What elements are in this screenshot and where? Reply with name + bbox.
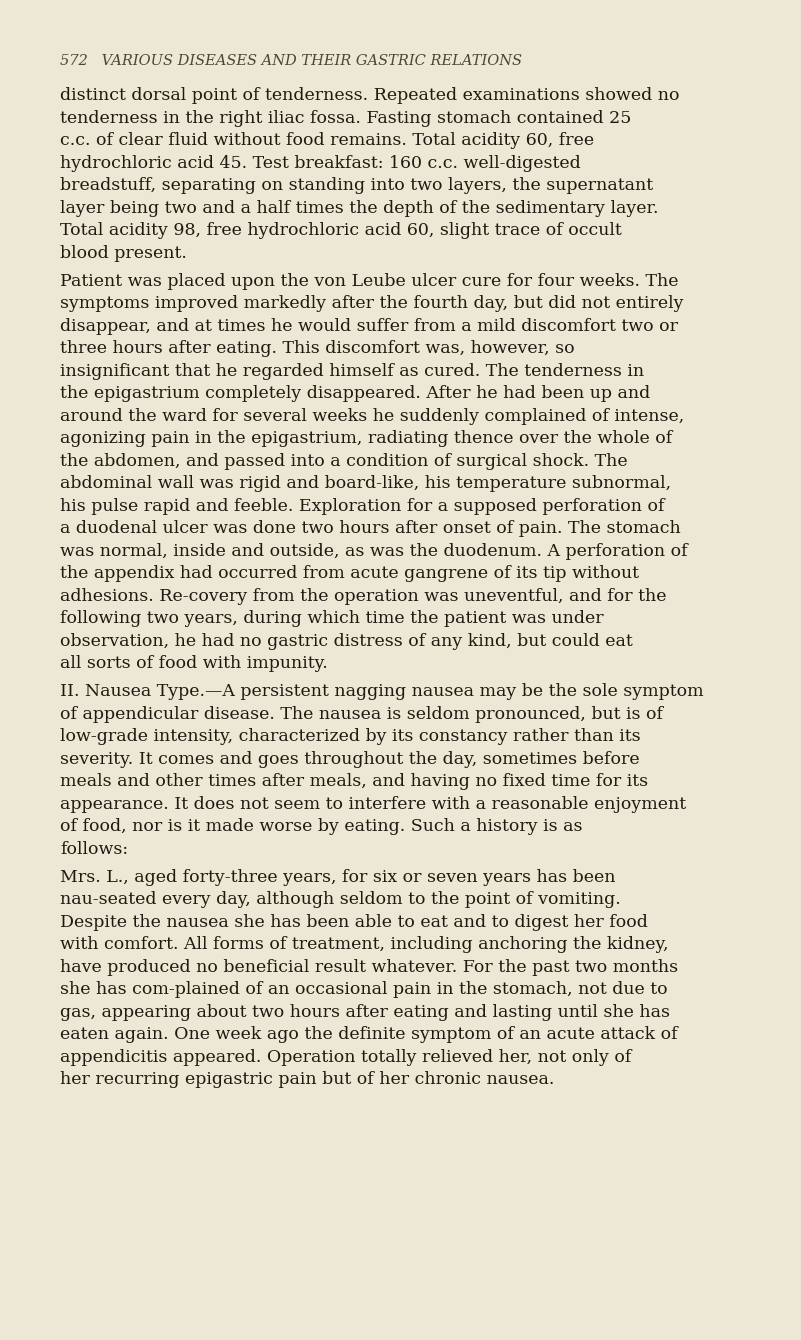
Text: II. Nausea Type.—A persistent nagging nausea may be the sole symptom: II. Nausea Type.—A persistent nagging na… bbox=[60, 683, 704, 699]
Text: breadstuff, separating on standing into two layers, the supernatant: breadstuff, separating on standing into … bbox=[60, 177, 653, 194]
Text: observation, he had no gastric distress of any kind, but could eat: observation, he had no gastric distress … bbox=[60, 632, 633, 650]
Text: adhesions. Re-covery from the operation was uneventful, and for the: adhesions. Re-covery from the operation … bbox=[60, 588, 666, 604]
Text: of appendicular disease. The nausea is seldom pronounced, but is of: of appendicular disease. The nausea is s… bbox=[60, 706, 663, 722]
Text: his pulse rapid and feeble. Exploration for a supposed perforation of: his pulse rapid and feeble. Exploration … bbox=[60, 497, 665, 515]
Text: appendicitis appeared. Operation totally relieved her, not only of: appendicitis appeared. Operation totally… bbox=[60, 1049, 631, 1065]
Text: the epigastrium completely disappeared. After he had been up and: the epigastrium completely disappeared. … bbox=[60, 385, 650, 402]
Text: she has com-plained of an occasional pain in the stomach, not due to: she has com-plained of an occasional pai… bbox=[60, 981, 668, 998]
Text: her recurring epigastric pain but of her chronic nausea.: her recurring epigastric pain but of her… bbox=[60, 1071, 554, 1088]
Text: insignificant that he regarded himself as cured. The tenderness in: insignificant that he regarded himself a… bbox=[60, 363, 644, 379]
Text: nau-seated every day, although seldom to the point of vomiting.: nau-seated every day, although seldom to… bbox=[60, 891, 621, 909]
Text: a duodenal ulcer was done two hours after onset of pain. The stomach: a duodenal ulcer was done two hours afte… bbox=[60, 520, 681, 537]
Text: following two years, during which time the patient was under: following two years, during which time t… bbox=[60, 610, 604, 627]
Text: appearance. It does not seem to interfere with a reasonable enjoyment: appearance. It does not seem to interfer… bbox=[60, 796, 686, 812]
Text: tenderness in the right iliac fossa. Fasting stomach contained 25: tenderness in the right iliac fossa. Fas… bbox=[60, 110, 631, 126]
Text: around the ward for several weeks he suddenly complained of intense,: around the ward for several weeks he sud… bbox=[60, 407, 684, 425]
Text: Mrs. L., aged forty-three years, for six or seven years has been: Mrs. L., aged forty-three years, for six… bbox=[60, 868, 616, 886]
Text: of food, nor is it made worse by eating. Such a history is as: of food, nor is it made worse by eating.… bbox=[60, 819, 582, 835]
Text: Patient was placed upon the von Leube ulcer cure for four weeks. The: Patient was placed upon the von Leube ul… bbox=[60, 272, 678, 289]
Text: blood present.: blood present. bbox=[60, 245, 187, 261]
Text: have produced no beneficial result whatever. For the past two months: have produced no beneficial result whate… bbox=[60, 958, 678, 976]
Text: layer being two and a half times the depth of the sedimentary layer.: layer being two and a half times the dep… bbox=[60, 200, 658, 217]
Text: low-grade intensity, characterized by its constancy rather than its: low-grade intensity, characterized by it… bbox=[60, 728, 641, 745]
Text: c.c. of clear fluid without food remains. Total acidity 60, free: c.c. of clear fluid without food remains… bbox=[60, 133, 594, 149]
Text: Despite the nausea she has been able to eat and to digest her food: Despite the nausea she has been able to … bbox=[60, 914, 648, 930]
Text: was normal, inside and outside, as was the duodenum. A perforation of: was normal, inside and outside, as was t… bbox=[60, 543, 688, 560]
Text: distinct dorsal point of tenderness. Repeated examinations showed no: distinct dorsal point of tenderness. Rep… bbox=[60, 87, 679, 105]
Text: symptoms improved markedly after the fourth day, but did not entirely: symptoms improved markedly after the fou… bbox=[60, 295, 683, 312]
Text: the appendix had occurred from acute gangrene of its tip without: the appendix had occurred from acute gan… bbox=[60, 565, 639, 582]
Text: gas, appearing about two hours after eating and lasting until she has: gas, appearing about two hours after eat… bbox=[60, 1004, 670, 1021]
Text: all sorts of food with impunity.: all sorts of food with impunity. bbox=[60, 655, 328, 673]
Text: Total acidity 98, free hydrochloric acid 60, slight trace of occult: Total acidity 98, free hydrochloric acid… bbox=[60, 222, 622, 239]
Text: hydrochloric acid 45. Test breakfast: 160 c.c. well-digested: hydrochloric acid 45. Test breakfast: 16… bbox=[60, 154, 581, 172]
Text: with comfort. All forms of treatment, including anchoring the kidney,: with comfort. All forms of treatment, in… bbox=[60, 937, 669, 953]
Text: abdominal wall was rigid and board-like, his temperature subnormal,: abdominal wall was rigid and board-like,… bbox=[60, 476, 671, 492]
Text: eaten again. One week ago the definite symptom of an acute attack of: eaten again. One week ago the definite s… bbox=[60, 1026, 678, 1043]
Text: disappear, and at times he would suffer from a mild discomfort two or: disappear, and at times he would suffer … bbox=[60, 318, 678, 335]
Text: severity. It comes and goes throughout the day, sometimes before: severity. It comes and goes throughout t… bbox=[60, 750, 640, 768]
Text: three hours after eating. This discomfort was, however, so: three hours after eating. This discomfor… bbox=[60, 340, 574, 356]
Text: the abdomen, and passed into a condition of surgical shock. The: the abdomen, and passed into a condition… bbox=[60, 453, 628, 469]
Text: meals and other times after meals, and having no fixed time for its: meals and other times after meals, and h… bbox=[60, 773, 648, 791]
Text: follows:: follows: bbox=[60, 840, 128, 858]
Text: agonizing pain in the epigastrium, radiating thence over the whole of: agonizing pain in the epigastrium, radia… bbox=[60, 430, 672, 448]
Text: 572   VARIOUS DISEASES AND THEIR GASTRIC RELATIONS: 572 VARIOUS DISEASES AND THEIR GASTRIC R… bbox=[60, 54, 522, 68]
